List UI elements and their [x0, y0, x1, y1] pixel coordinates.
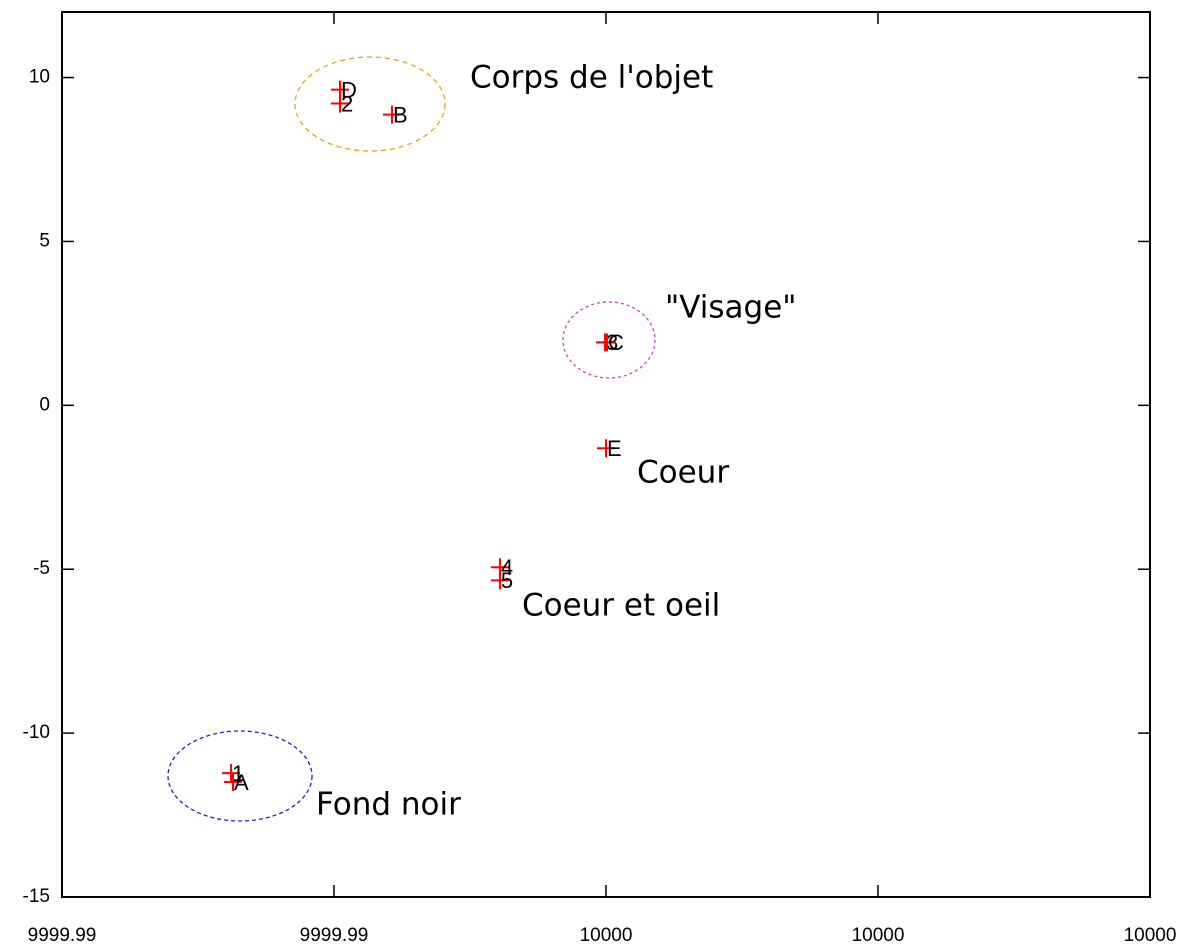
annotation: Coeur et oeil	[522, 588, 720, 624]
group-ellipse	[294, 56, 446, 152]
point-marker	[382, 105, 401, 124]
y-tick-label: -5	[33, 558, 50, 579]
point-label: B	[393, 102, 408, 127]
point-label: 1	[232, 761, 244, 786]
y-tick-label: 0	[39, 394, 50, 415]
point-marker	[330, 94, 349, 113]
y-tick-label: 5	[39, 230, 50, 251]
x-tick-label: 10000	[580, 925, 633, 946]
x-tick-label: 10000	[1124, 925, 1177, 946]
point-label: C	[608, 330, 624, 355]
point-label: 4	[501, 555, 513, 580]
annotation: Corps de l'objet	[470, 60, 713, 96]
group-ellipse	[167, 730, 313, 822]
point-label: 5	[501, 568, 513, 593]
y-tick-label: 10	[29, 67, 50, 88]
point-label: A	[234, 770, 249, 795]
annotation: Fond noir	[316, 787, 461, 823]
x-tick-label: 9999.99	[300, 925, 369, 946]
point-marker	[597, 439, 615, 458]
point-marker	[490, 571, 509, 590]
group-ellipse	[562, 301, 656, 379]
point-marker	[597, 333, 616, 352]
x-tick-label: 9999.99	[28, 925, 97, 946]
annotation: Coeur	[637, 455, 729, 491]
point-label: D	[341, 77, 357, 102]
point-marker	[223, 772, 242, 791]
y-tick-label: -10	[23, 722, 50, 743]
point-label: 2	[341, 91, 353, 116]
annotation: "Visage"	[665, 290, 797, 326]
x-tick-label: 10000	[852, 925, 905, 946]
point-label: E	[607, 436, 622, 461]
y-tick-label: -15	[23, 886, 50, 907]
point-marker	[222, 764, 241, 783]
